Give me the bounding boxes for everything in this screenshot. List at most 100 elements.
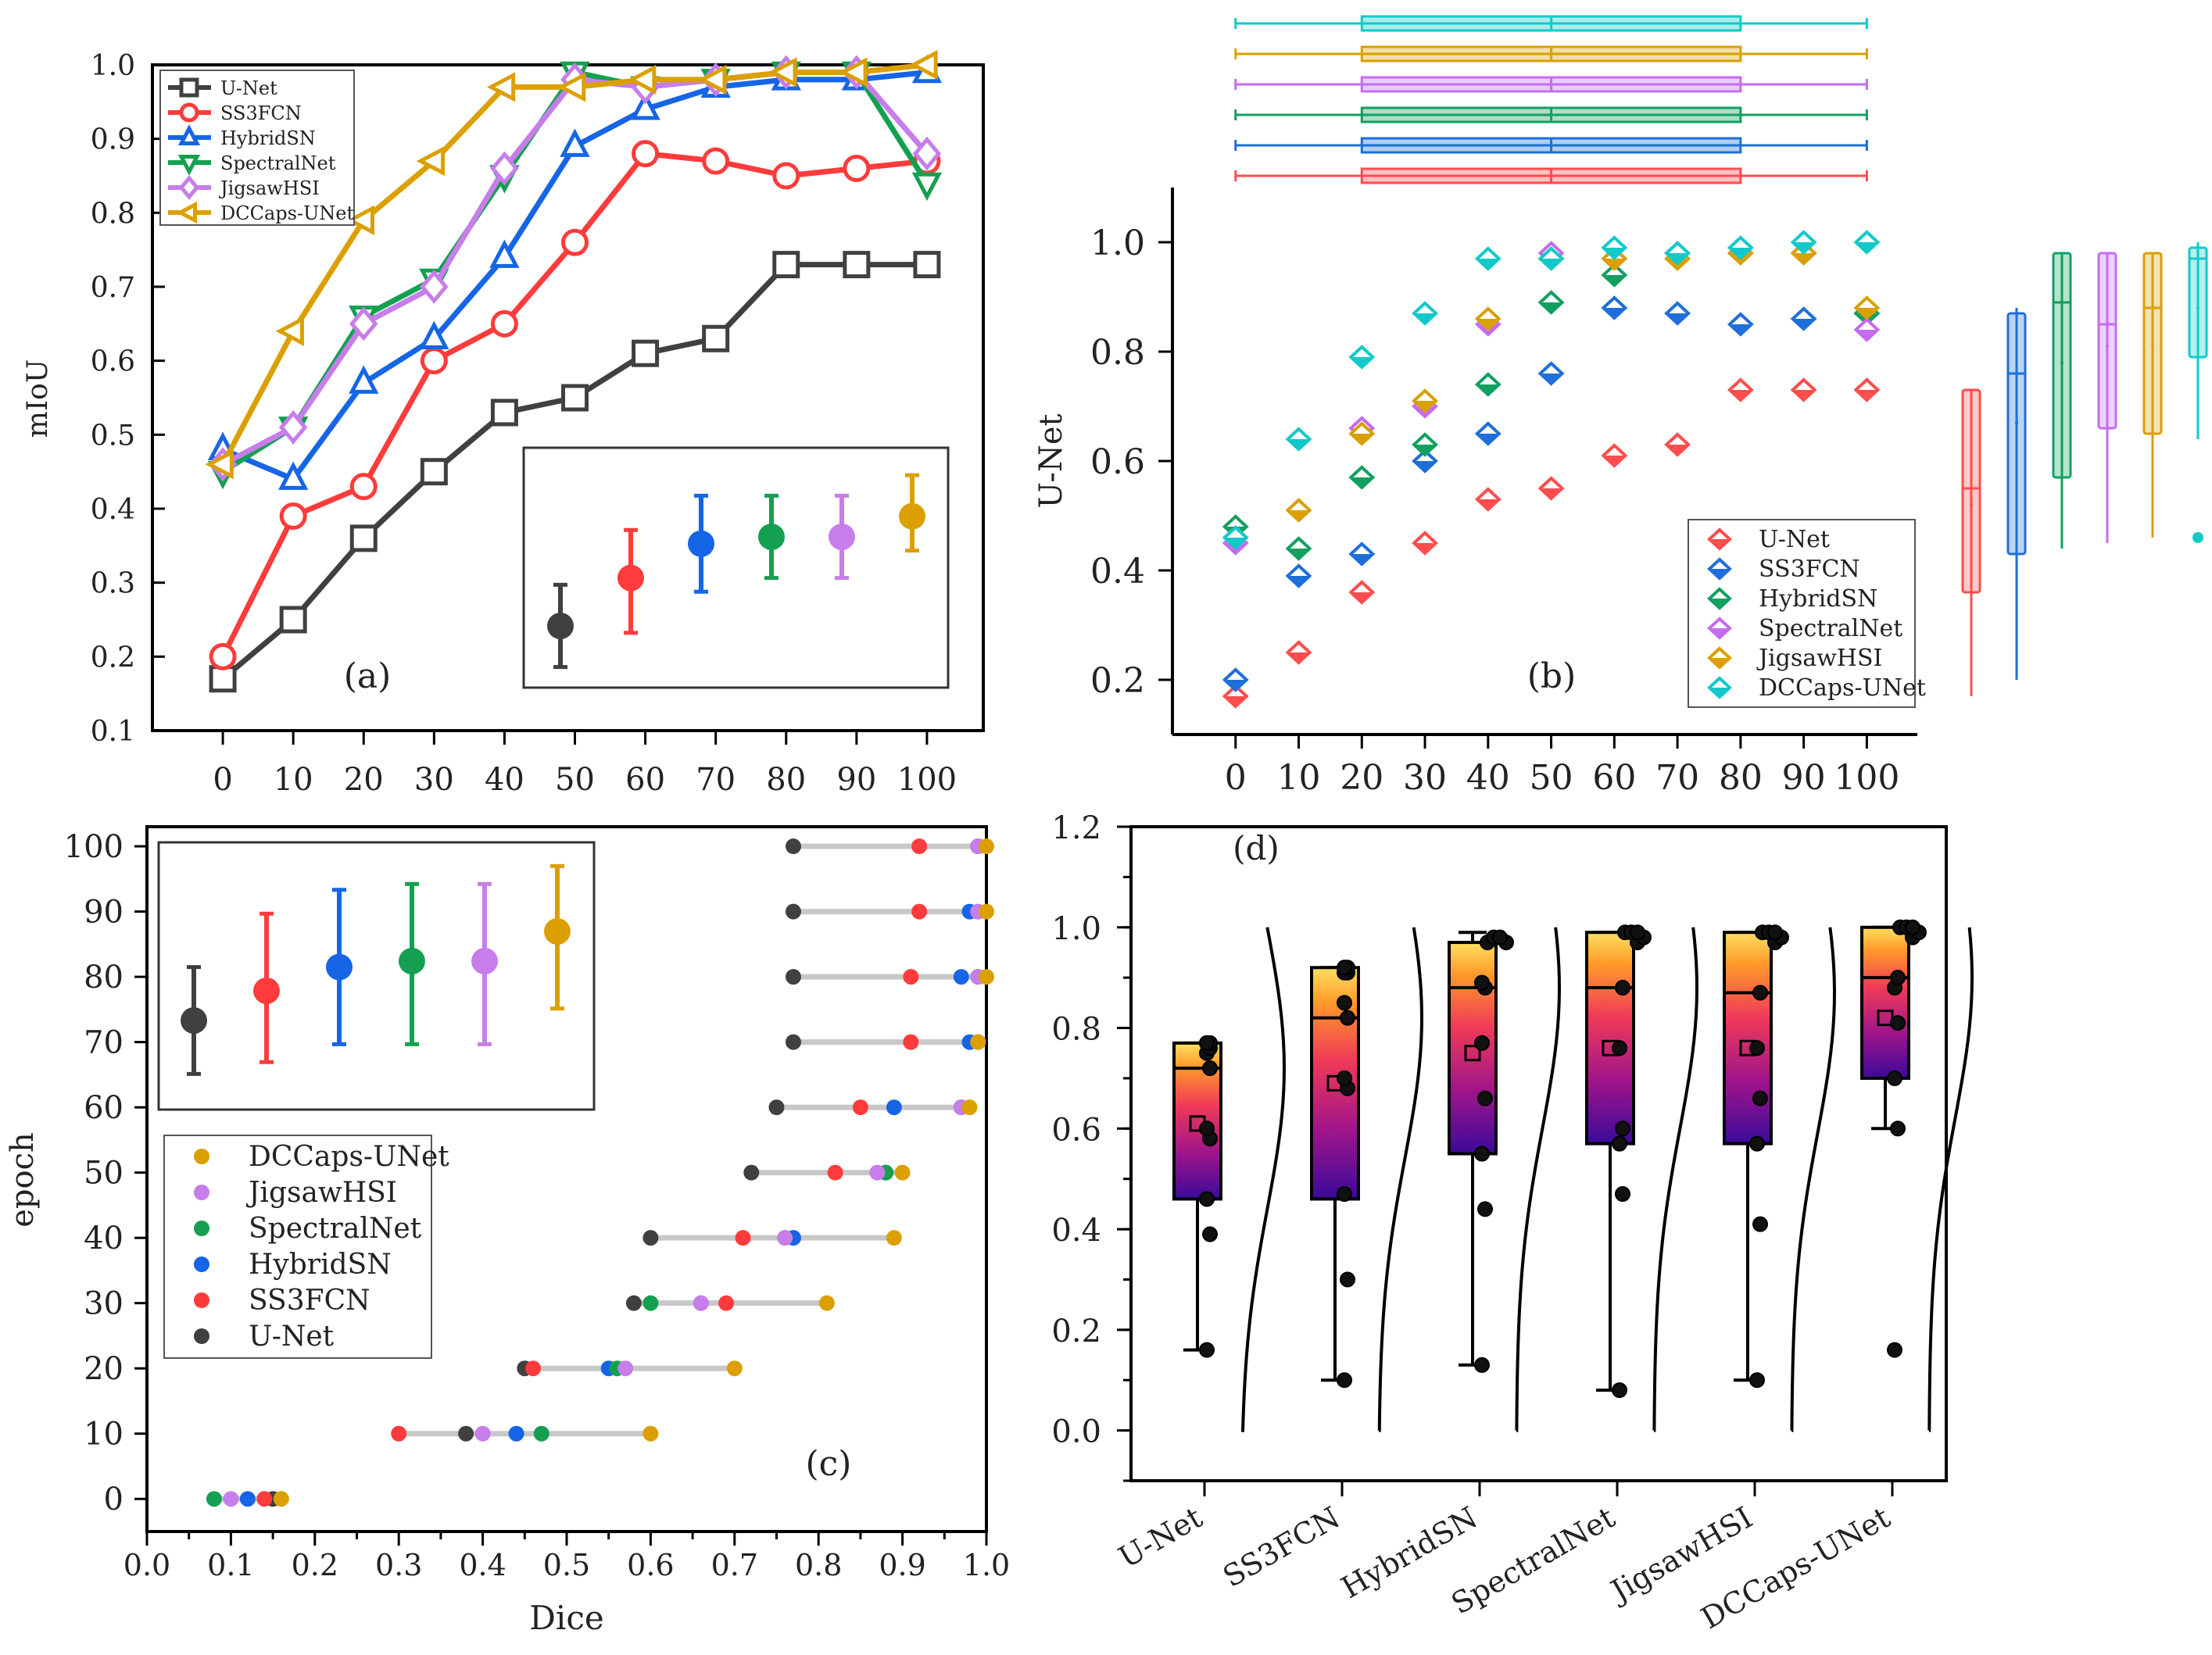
data-point-fill bbox=[1603, 308, 1626, 318]
legend-entry-dccaps-unet: DCCaps-UNet bbox=[1759, 674, 1926, 702]
data-point-fill bbox=[1540, 259, 1562, 269]
data-point-jigsawhsi bbox=[278, 409, 308, 445]
data-point-dccaps-unet bbox=[970, 1034, 986, 1050]
data-point-u-net bbox=[785, 903, 801, 920]
y-axis-label: mIoU bbox=[22, 359, 54, 438]
density-curve-spectralnet bbox=[1652, 927, 1698, 1432]
data-point-dccaps-unet bbox=[979, 838, 994, 855]
data-point-fill bbox=[1414, 445, 1437, 455]
data-point-dccaps-unet bbox=[1905, 919, 1920, 935]
data-point-spectralnet bbox=[533, 1425, 549, 1442]
x-tick-label: 0.6 bbox=[627, 1548, 674, 1582]
data-point-u-net bbox=[1202, 1226, 1218, 1242]
y-tick-label: 1.0 bbox=[1051, 911, 1101, 947]
legend-entry-u-net: U-Net bbox=[220, 77, 277, 99]
data-point-fill bbox=[1603, 248, 1626, 258]
data-point-fill bbox=[1351, 477, 1373, 488]
data-point-fill bbox=[1287, 510, 1310, 520]
data-point-ss3fcn bbox=[256, 1491, 273, 1507]
data-point-fill bbox=[1729, 390, 1752, 400]
data-point-jigsawhsi bbox=[420, 270, 449, 304]
y-tick-label: 0.2 bbox=[91, 642, 135, 674]
data-point-spectralnet bbox=[1615, 1121, 1630, 1137]
data-point-u-net bbox=[785, 1034, 801, 1050]
side-box-ss3fcn bbox=[2006, 312, 2027, 556]
data-point-fill bbox=[1287, 549, 1310, 559]
data-point-hybridsn bbox=[239, 1491, 256, 1507]
box-dccaps-unet bbox=[1860, 925, 1910, 1080]
data-point-dccaps-unet bbox=[205, 449, 234, 480]
legend-entry-jigsawhsi: JigsawHSI bbox=[1756, 645, 1882, 672]
x-tick-label: 50 bbox=[555, 762, 595, 798]
data-point-dccaps-unet bbox=[1890, 970, 1906, 986]
data-point-fill bbox=[1666, 313, 1689, 323]
data-point-hybridsn bbox=[1474, 1357, 1490, 1373]
data-point-fill bbox=[1414, 461, 1437, 471]
x-tick-label: 60 bbox=[1592, 758, 1636, 798]
legend-entry-spectralnet: SpectralNet bbox=[249, 1213, 422, 1245]
y-tick-label: 0.4 bbox=[91, 494, 135, 526]
legend-marker bbox=[194, 1256, 209, 1272]
data-point-ss3fcn bbox=[1340, 1010, 1355, 1026]
y-tick-label: 10 bbox=[84, 1417, 123, 1453]
x-tick-label: 10 bbox=[1277, 758, 1321, 798]
data-point-dccaps-unet bbox=[345, 205, 375, 235]
data-point-dccaps-unet bbox=[273, 1491, 289, 1507]
inset-mean-u-net bbox=[181, 1007, 207, 1034]
panel-label: (b) bbox=[1527, 656, 1577, 696]
data-point-hybridsn bbox=[1474, 974, 1490, 991]
data-point-hybridsn bbox=[1477, 1090, 1493, 1106]
data-point-dccaps-unet bbox=[557, 72, 586, 102]
data-point-fill bbox=[1540, 302, 1562, 313]
data-point-fill bbox=[1476, 319, 1499, 329]
x-tick-label: 100 bbox=[1834, 758, 1899, 798]
data-point-u-net bbox=[1199, 1191, 1215, 1207]
y-tick-label: 80 bbox=[84, 960, 123, 996]
data-point-ss3fcn bbox=[702, 147, 730, 175]
data-point-hybridsn bbox=[489, 239, 520, 268]
data-point-u-net bbox=[785, 838, 801, 855]
data-point-ss3fcn bbox=[1337, 1186, 1352, 1203]
box-jigsawhsi bbox=[1723, 931, 1773, 1146]
x-axis-label: Dice bbox=[529, 1599, 603, 1637]
data-point-hybridsn bbox=[349, 365, 379, 394]
side-box-mean bbox=[2151, 345, 2154, 348]
data-point-jigsawhsi bbox=[1752, 1216, 1768, 1232]
inset-mean-hybridsn bbox=[326, 953, 353, 981]
legend-entry-hybridsn: HybridSN bbox=[1759, 585, 1877, 613]
data-point-fill bbox=[1414, 313, 1437, 323]
side-box-mean bbox=[2196, 306, 2199, 309]
data-point-fill bbox=[1792, 390, 1815, 400]
panel-d-frame bbox=[1129, 825, 1948, 1482]
legend-marker bbox=[179, 77, 199, 98]
data-point-spectralnet bbox=[1612, 1040, 1627, 1056]
data-point-hybridsn bbox=[630, 91, 660, 120]
inset-mean-dccaps-unet bbox=[544, 918, 571, 945]
y-tick-label: 100 bbox=[64, 829, 123, 865]
data-point-fill bbox=[1414, 401, 1437, 411]
data-point-fill bbox=[1856, 390, 1878, 400]
data-point-fill bbox=[1603, 456, 1626, 466]
data-point-spectralnet bbox=[911, 172, 943, 202]
legend-box bbox=[1688, 519, 1916, 708]
inset-mean-u-net bbox=[547, 613, 574, 640]
data-point-jigsawhsi bbox=[223, 1491, 239, 1507]
data-point-u-net bbox=[561, 384, 589, 412]
data-point-fill bbox=[1856, 330, 1878, 340]
density-curve-hybridsn bbox=[1515, 927, 1561, 1432]
data-point-fill bbox=[1603, 259, 1626, 269]
data-point-dccaps-unet bbox=[416, 145, 446, 177]
data-point-ss3fcn bbox=[279, 502, 307, 530]
data-point-u-net bbox=[632, 339, 660, 367]
x-tick-label: 40 bbox=[1466, 758, 1510, 798]
x-tick-label: 30 bbox=[1403, 758, 1447, 798]
x-tick-label: 20 bbox=[344, 762, 384, 798]
legend-entry-hybridsn: HybridSN bbox=[249, 1249, 392, 1281]
data-point-u-net bbox=[209, 665, 237, 693]
inset-mean-spectralnet bbox=[399, 948, 425, 974]
density-curve-jigsawhsi bbox=[1790, 927, 1836, 1432]
legend-marker bbox=[194, 1328, 209, 1344]
data-point-dccaps-unet bbox=[979, 969, 994, 985]
data-point-u-net bbox=[625, 1295, 642, 1311]
side-box-mean bbox=[2060, 361, 2063, 364]
